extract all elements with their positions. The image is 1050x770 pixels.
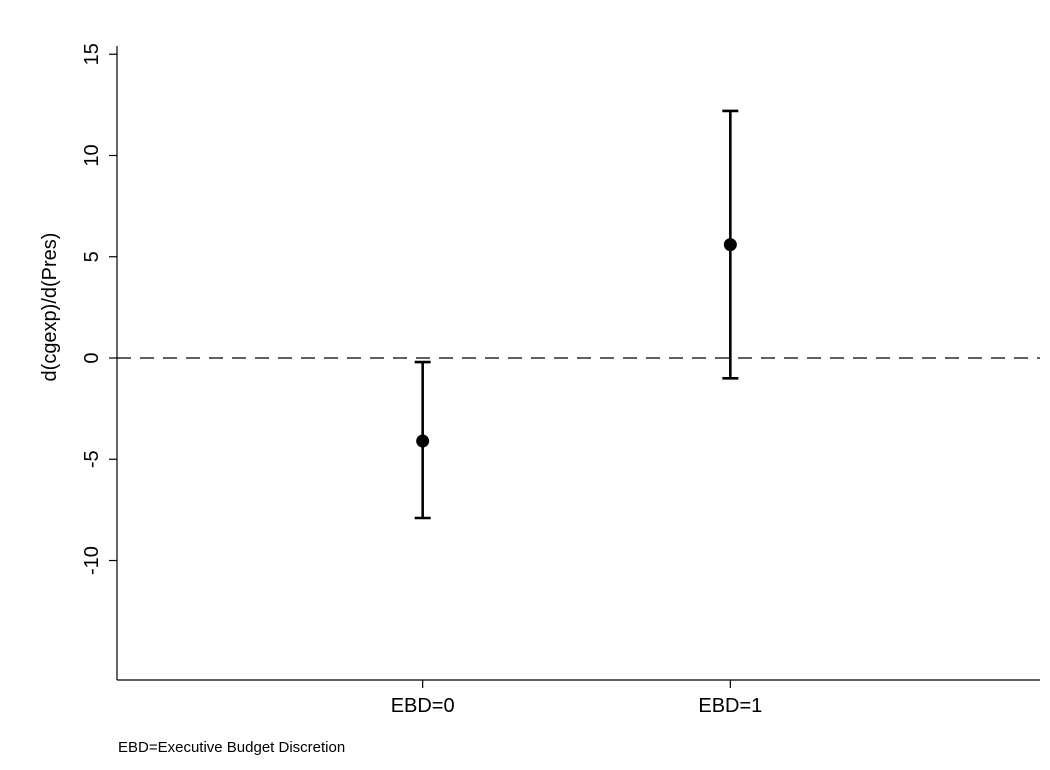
x-tick-label: EBD=1 [698, 695, 762, 717]
estimates [414, 109, 739, 520]
y-tick-label: -10 [81, 546, 103, 575]
y-tick-label: 15 [81, 43, 103, 65]
point-estimate [723, 238, 737, 252]
y-axis-title: d(cgexp)/d(Pres) [39, 233, 61, 382]
y-tick-label: -5 [81, 450, 103, 468]
y-tick-label: 0 [81, 352, 103, 363]
y-ticks: 15 10 5 0 -5 -10 [81, 43, 117, 575]
y-tick-label: 10 [81, 144, 103, 166]
point-estimate [416, 434, 430, 448]
y-tick-label: 5 [81, 251, 103, 262]
chart-note: EBD=Executive Budget Discretion [118, 739, 345, 756]
x-tick-label: EBD=0 [391, 695, 455, 717]
x-ticks: EBD=0 EBD=1 [391, 680, 762, 717]
